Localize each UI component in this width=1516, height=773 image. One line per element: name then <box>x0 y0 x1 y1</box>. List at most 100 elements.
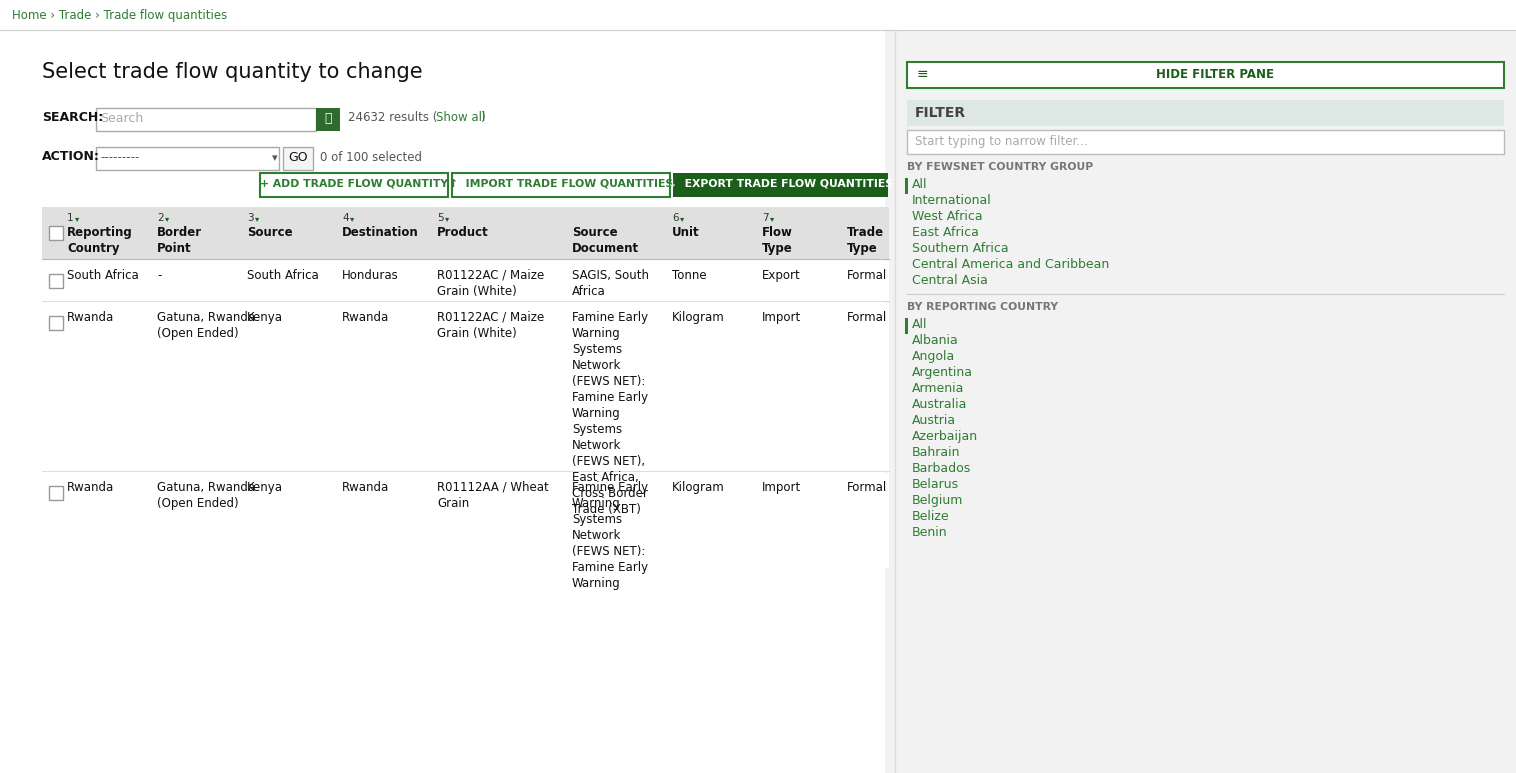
Text: Source
Document: Source Document <box>572 226 640 255</box>
Text: Formal: Formal <box>847 311 887 324</box>
Text: R01122AC / Maize
Grain (White): R01122AC / Maize Grain (White) <box>437 311 544 340</box>
Text: Border
Point: Border Point <box>158 226 202 255</box>
Text: South Africa: South Africa <box>247 269 318 282</box>
Bar <box>42 207 888 259</box>
Bar <box>42 261 888 301</box>
Text: Kenya: Kenya <box>247 481 283 494</box>
Text: Belize: Belize <box>913 510 949 523</box>
Bar <box>96 147 279 170</box>
Bar <box>49 274 64 288</box>
Text: ): ) <box>481 111 485 124</box>
Text: Product: Product <box>437 226 488 239</box>
Text: Australia: Australia <box>913 398 967 411</box>
Text: Famine Early
Warning
Systems
Network
(FEWS NET):
Famine Early
Warning
Systems
Ne: Famine Early Warning Systems Network (FE… <box>572 311 649 516</box>
Text: Select trade flow quantity to change: Select trade flow quantity to change <box>42 62 423 82</box>
Bar <box>0 30 885 773</box>
Text: 7: 7 <box>763 213 769 223</box>
Bar <box>42 303 888 471</box>
Text: Belgium: Belgium <box>913 494 963 507</box>
Text: Trade
Type: Trade Type <box>847 226 884 255</box>
Text: ↓  EXPORT TRADE FLOW QUANTITIES: ↓ EXPORT TRADE FLOW QUANTITIES <box>667 178 893 188</box>
Text: BY FEWSNET COUNTRY GROUP: BY FEWSNET COUNTRY GROUP <box>907 162 1093 172</box>
Bar <box>452 173 670 197</box>
Text: Kilogram: Kilogram <box>672 481 725 494</box>
Bar <box>907 130 1504 154</box>
Text: -: - <box>158 269 161 282</box>
Text: ▾: ▾ <box>255 214 259 223</box>
Text: Tonne: Tonne <box>672 269 706 282</box>
Text: Austria: Austria <box>913 414 957 427</box>
Text: HIDE FILTER PANE: HIDE FILTER PANE <box>1157 68 1275 81</box>
Text: ▾: ▾ <box>446 214 449 223</box>
Bar <box>42 473 888 568</box>
Text: ≡: ≡ <box>917 67 929 81</box>
Text: 24632 results (: 24632 results ( <box>349 111 438 124</box>
Text: Kilogram: Kilogram <box>672 311 725 324</box>
Bar <box>894 30 1516 773</box>
Text: Destination: Destination <box>343 226 418 239</box>
Text: Export: Export <box>763 269 800 282</box>
Bar <box>96 108 315 131</box>
Text: International: International <box>913 194 991 207</box>
Text: 2: 2 <box>158 213 164 223</box>
Text: Home › Trade › Trade flow quantities: Home › Trade › Trade flow quantities <box>12 9 227 22</box>
Text: Import: Import <box>763 311 802 324</box>
Text: Benin: Benin <box>913 526 948 539</box>
Text: Formal: Formal <box>847 269 887 282</box>
Text: 3: 3 <box>247 213 253 223</box>
Text: All: All <box>913 178 928 191</box>
Text: R01112AA / Wheat
Grain: R01112AA / Wheat Grain <box>437 481 549 510</box>
Text: ▾: ▾ <box>350 214 355 223</box>
Text: South Africa: South Africa <box>67 269 139 282</box>
Text: ▾: ▾ <box>165 214 170 223</box>
Text: Angola: Angola <box>913 350 955 363</box>
Text: Famine Early
Warning
Systems
Network
(FEWS NET):
Famine Early
Warning: Famine Early Warning Systems Network (FE… <box>572 481 649 590</box>
Text: Barbados: Barbados <box>913 462 972 475</box>
Text: Rwanda: Rwanda <box>343 481 390 494</box>
Bar <box>905 178 908 194</box>
Text: 4: 4 <box>343 213 349 223</box>
Bar <box>315 108 340 131</box>
Text: SEARCH:: SEARCH: <box>42 111 103 124</box>
Text: Unit: Unit <box>672 226 699 239</box>
Bar <box>49 486 64 500</box>
Text: Formal: Formal <box>847 481 887 494</box>
Text: SAGIS, South
Africa: SAGIS, South Africa <box>572 269 649 298</box>
Text: Bahrain: Bahrain <box>913 446 961 459</box>
Text: 5: 5 <box>437 213 444 223</box>
Text: ▾: ▾ <box>74 214 79 223</box>
Bar <box>49 316 64 330</box>
Text: + ADD TRADE FLOW QUANTITY: + ADD TRADE FLOW QUANTITY <box>259 178 449 188</box>
Text: Start typing to narrow filter...: Start typing to narrow filter... <box>916 135 1087 148</box>
Text: ▾: ▾ <box>681 214 684 223</box>
Text: Honduras: Honduras <box>343 269 399 282</box>
Bar <box>673 173 888 197</box>
Bar <box>0 0 1516 30</box>
Bar <box>907 62 1504 88</box>
Bar <box>49 226 64 240</box>
Text: Central America and Caribbean: Central America and Caribbean <box>913 258 1110 271</box>
Text: Belarus: Belarus <box>913 478 960 491</box>
Text: 1: 1 <box>67 213 74 223</box>
Text: Show all: Show all <box>437 111 485 124</box>
Text: ▾: ▾ <box>271 153 277 163</box>
Text: Import: Import <box>763 481 802 494</box>
Text: ACTION:: ACTION: <box>42 150 100 163</box>
Text: R01122AC / Maize
Grain (White): R01122AC / Maize Grain (White) <box>437 269 544 298</box>
Text: Source: Source <box>247 226 293 239</box>
Text: Albania: Albania <box>913 334 958 347</box>
Bar <box>261 173 449 197</box>
Text: GO: GO <box>288 151 308 164</box>
Text: Rwanda: Rwanda <box>343 311 390 324</box>
Text: FILTER: FILTER <box>916 106 966 120</box>
Bar <box>905 318 908 334</box>
Bar <box>283 147 312 170</box>
Text: BY REPORTING COUNTRY: BY REPORTING COUNTRY <box>907 302 1058 312</box>
Text: Southern Africa: Southern Africa <box>913 242 1008 255</box>
Text: ↑  IMPORT TRADE FLOW QUANTITIES: ↑ IMPORT TRADE FLOW QUANTITIES <box>449 178 673 188</box>
Text: All: All <box>913 318 928 331</box>
Text: Rwanda: Rwanda <box>67 311 114 324</box>
Text: Argentina: Argentina <box>913 366 973 379</box>
Text: 0 of 100 selected: 0 of 100 selected <box>320 151 421 164</box>
Bar <box>42 207 888 567</box>
